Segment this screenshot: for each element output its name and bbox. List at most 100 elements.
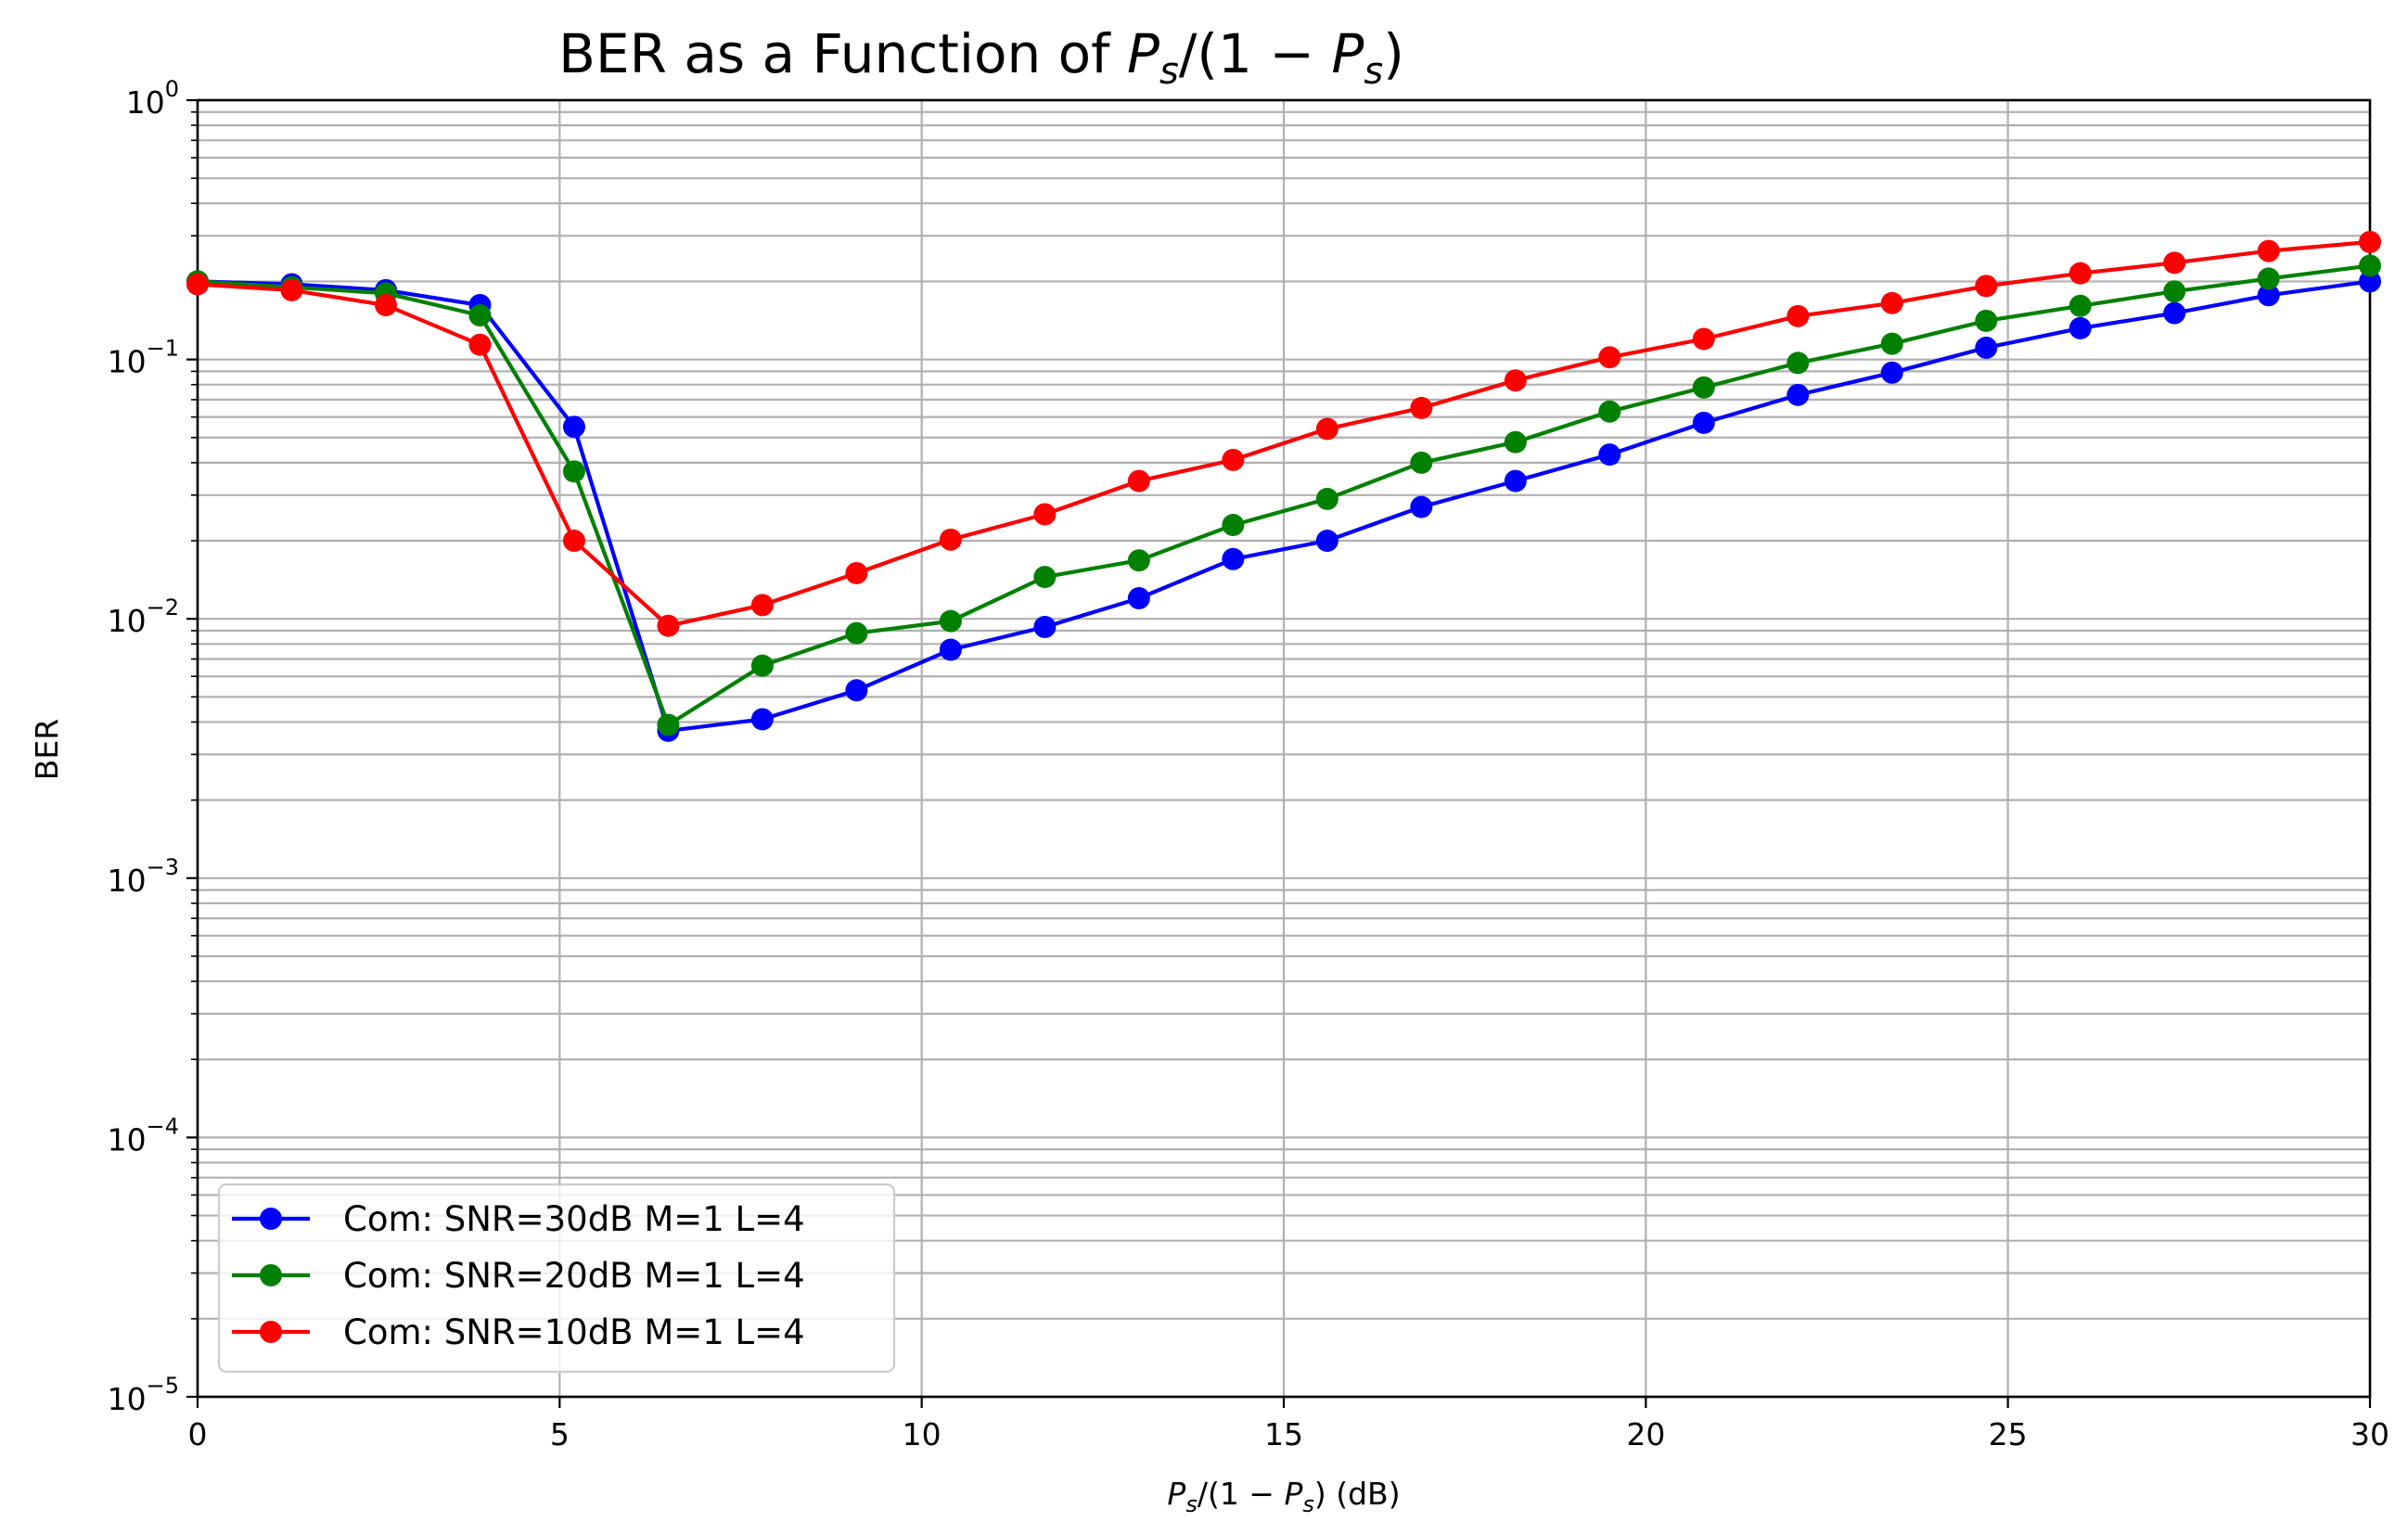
legend-marker — [260, 1321, 282, 1343]
data-point — [1222, 448, 1245, 471]
data-point — [845, 621, 868, 645]
y-axis-label: BER — [29, 719, 65, 780]
legend-entry: Com: SNR=10dB M=1 L=4 — [232, 1312, 805, 1352]
y-tick-label: 10−4 — [108, 1113, 179, 1158]
data-point — [2163, 280, 2186, 303]
data-point — [2163, 251, 2186, 275]
data-point — [468, 303, 492, 326]
x-tick-label: 25 — [1989, 1416, 2028, 1452]
data-point — [468, 333, 492, 356]
x-tick-label: 10 — [903, 1416, 941, 1452]
y-tick-label: 100 — [126, 76, 179, 121]
data-point — [1315, 530, 1338, 553]
data-point — [845, 561, 868, 584]
data-point — [2257, 267, 2280, 290]
x-tick-label: 5 — [550, 1416, 570, 1452]
x-axis-label-unit: (dB) — [1326, 1476, 1401, 1512]
data-point — [1410, 451, 1433, 474]
legend-box — [217, 1183, 896, 1374]
data-point — [1975, 309, 1998, 332]
series-3 — [186, 230, 2381, 637]
data-point — [280, 278, 303, 301]
legend-items: Com: SNR=30dB M=1 L=4 Com: SNR=20dB M=1 L… — [232, 1199, 805, 1352]
data-point — [2257, 239, 2280, 262]
data-point — [2069, 316, 2092, 339]
data-point — [845, 679, 868, 702]
legend-marker — [260, 1264, 282, 1286]
data-point — [1975, 336, 1998, 359]
x-tick-label: 0 — [188, 1416, 208, 1452]
data-point — [1033, 503, 1057, 526]
data-point — [1222, 514, 1245, 537]
data-point — [1787, 383, 1810, 406]
major-gridlines — [198, 98, 2370, 1399]
data-point — [1598, 346, 1621, 369]
data-point — [2069, 262, 2092, 285]
data-point — [1127, 549, 1150, 572]
legend: Com: SNR=30dB M=1 L=4 Com: SNR=20dB M=1 L… — [217, 1183, 896, 1374]
data-point — [1692, 327, 1715, 351]
data-point — [1598, 400, 1621, 423]
data-point — [1315, 487, 1338, 510]
data-point — [1692, 376, 1715, 399]
data-point — [562, 460, 585, 483]
y-tick-label: 10−3 — [108, 854, 179, 899]
x-tick-label: 30 — [2350, 1416, 2389, 1452]
data-point — [2163, 301, 2186, 325]
data-point — [1222, 547, 1245, 570]
chart-title: BER as a Function of Ps/(1 − Ps) — [558, 22, 1404, 93]
data-point — [2359, 270, 2381, 293]
data-point — [562, 530, 585, 553]
data-point — [1033, 616, 1057, 639]
data-point — [1880, 332, 1903, 355]
data-point — [1787, 352, 1810, 375]
data-point — [2257, 284, 2280, 307]
data-point — [1127, 469, 1150, 492]
legend-marker — [260, 1208, 282, 1230]
data-point — [2359, 254, 2381, 277]
x-tick-label: 15 — [1264, 1416, 1303, 1452]
data-point — [1033, 566, 1057, 589]
data-point — [562, 416, 585, 439]
data-point — [1504, 430, 1527, 454]
data-point — [1880, 361, 1903, 384]
y-tick-label: 10−5 — [108, 1373, 179, 1417]
legend-entry: Com: SNR=30dB M=1 L=4 — [232, 1199, 805, 1239]
data-point — [939, 638, 962, 661]
data-point — [186, 273, 209, 296]
data-point — [1504, 469, 1527, 492]
x-tick-label: 20 — [1626, 1416, 1665, 1452]
data-point — [1692, 411, 1715, 434]
data-point — [1315, 417, 1338, 441]
series-line — [197, 263, 2371, 727]
legend-label: Com: SNR=10dB M=1 L=4 — [343, 1312, 805, 1352]
series-line — [197, 239, 2371, 628]
y-tick-label: 10−2 — [108, 595, 179, 639]
data-point — [750, 594, 774, 617]
data-point — [750, 654, 774, 677]
series-line — [197, 279, 2371, 734]
data-point — [657, 713, 680, 736]
data-point — [2359, 230, 2381, 253]
data-point — [1410, 495, 1433, 518]
data-point — [939, 528, 962, 551]
data-point — [1880, 291, 1903, 314]
data-point — [1975, 275, 1998, 298]
data-point — [1504, 369, 1527, 392]
data-point — [1127, 587, 1150, 610]
data-point — [1410, 396, 1433, 419]
x-axis-label: Ps/(1 − Ps) (dB) — [1167, 1476, 1400, 1517]
y-tick-labels: 100 10−1 10−2 10−3 10−4 10−5 — [108, 76, 179, 1417]
x-tick-labels: 0 5 10 15 20 25 30 — [188, 1416, 2390, 1452]
data-point — [750, 708, 774, 731]
data-point — [1598, 443, 1621, 467]
axis-ticks — [186, 98, 2372, 1408]
series-layer — [186, 230, 2381, 742]
data-point — [939, 609, 962, 633]
data-point — [657, 614, 680, 637]
legend-label: Com: SNR=20dB M=1 L=4 — [343, 1256, 805, 1296]
data-point — [1787, 304, 1810, 327]
chart-title-prefix: BER as a Function of — [558, 22, 1127, 85]
data-point — [374, 294, 397, 317]
legend-entry: Com: SNR=20dB M=1 L=4 — [232, 1256, 805, 1296]
